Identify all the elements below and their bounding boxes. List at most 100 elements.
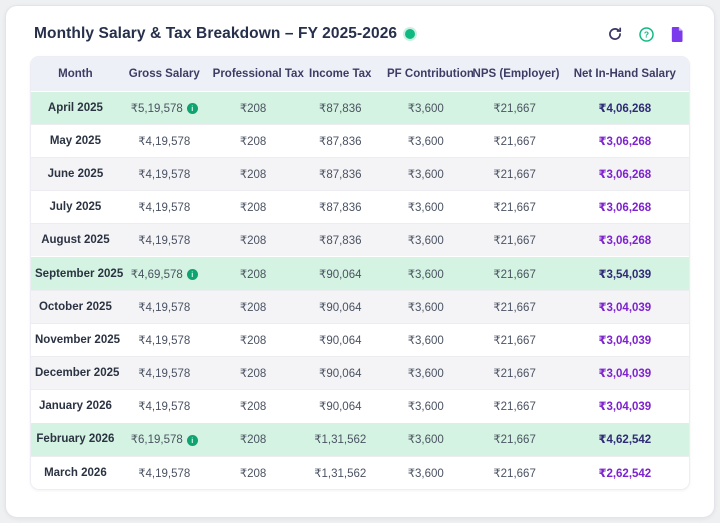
cell-gross: ₹4,19,578 [119,322,209,357]
table-row-january-2026: January 2026 ₹4,19,578 ₹208 ₹90,064 ₹3,600 ₹2… [31,389,689,423]
cell-professional-tax: ₹208 [208,422,298,457]
column-header-month: Month [31,57,120,91]
cell-nps: ₹21,667 [468,190,561,224]
cell-net: ₹3,04,039 [560,355,689,390]
cell-nps: ₹21,667 [468,355,561,390]
column-header-net-in-hand-salary: Net In-Hand Salary [560,57,689,91]
cell-gross: ₹4,19,578 [119,190,209,224]
table-row-december-2025: December 2025 ₹4,19,578 ₹208 ₹90,064 ₹3,600 ₹… [31,355,689,390]
cell-income-tax: ₹90,064 [297,389,384,423]
cell-net: ₹3,06,268 [560,190,689,224]
cell-professional-tax: ₹208 [208,223,298,257]
help-button[interactable]: ? [637,25,655,43]
cell-net: ₹4,62,542 [560,422,689,457]
table-row-june-2025: June 2025 ₹4,19,578 ₹208 ₹87,836 ₹3,600 ₹21,6… [31,156,689,191]
cell-net: ₹2,62,542 [560,455,689,490]
column-header-professional-tax: Professional Tax [208,57,304,91]
cell-net: ₹3,54,039 [560,256,689,291]
cell-income-tax: ₹90,064 [297,355,384,390]
cell-gross: ₹4,19,578 [119,389,209,423]
refresh-button[interactable] [606,25,624,43]
cell-professional-tax: ₹208 [208,256,298,291]
export-document-button[interactable] [668,25,686,43]
cell-professional-tax: ₹208 [208,389,298,423]
cell-professional-tax: ₹208 [208,355,298,390]
cell-month: August 2025 [31,223,120,257]
cell-nps: ₹21,667 [468,289,561,324]
cell-month: February 2026 [31,422,120,457]
cell-professional-tax: ₹208 [208,322,298,357]
cell-nps: ₹21,667 [468,422,561,457]
column-header-income-tax: Income Tax [297,57,384,91]
table-row-may-2025: May 2025 ₹4,19,578 ₹208 ₹87,836 ₹3,600 ₹21,66… [31,123,689,158]
cell-pf: ₹3,600 [383,156,469,191]
cell-pf: ₹3,600 [383,289,469,324]
column-header-gross-salary: Gross Salary [119,57,209,91]
refresh-icon [609,27,622,40]
gross-salary-value: ₹6,19,578 [130,434,183,447]
table-row-september-2025: September 2025 ₹4,69,578 i ₹208 ₹90,064 ₹3,60… [31,256,689,291]
cell-nps: ₹21,667 [468,455,561,490]
cell-nps: ₹21,667 [468,90,561,125]
cell-income-tax: ₹90,064 [297,256,384,291]
table-row-march-2026: March 2026 ₹4,19,578 ₹208 ₹1,31,562 ₹3,600 ₹2… [31,455,689,490]
cell-net: ₹4,06,268 [560,90,689,125]
cell-gross: ₹4,19,578 [119,156,209,191]
table-header-row: Month Gross Salary Professional Tax Income … [31,57,689,91]
info-icon[interactable]: i [186,103,198,115]
cell-pf: ₹3,600 [383,389,469,423]
table-row-february-2026: February 2026 ₹6,19,578 i ₹208 ₹1,31,562 ₹3,6… [31,422,689,457]
cell-month: December 2025 [31,355,120,390]
info-icon[interactable]: i [186,269,198,280]
cell-pf: ₹3,600 [383,455,469,490]
cell-month: September 2025 [31,256,123,291]
table-row-october-2025: October 2025 ₹4,19,578 ₹208 ₹90,064 ₹3,600 ₹2… [31,289,689,324]
cell-pf: ₹3,600 [383,190,469,224]
document-icon [671,27,682,42]
svg-text:?: ? [643,29,648,39]
cell-nps: ₹21,667 [468,156,561,191]
cell-pf: ₹3,600 [383,223,469,257]
cell-net: ₹3,06,268 [560,223,689,257]
cell-income-tax: ₹90,064 [297,289,384,324]
cell-pf: ₹3,600 [383,123,469,158]
table-row-november-2025: November 2025 ₹4,19,578 ₹208 ₹90,064 ₹3,600 ₹… [31,322,689,357]
cell-professional-tax: ₹208 [208,123,298,158]
cell-gross: ₹6,19,578 i [119,422,209,457]
column-header-pf-contribution: PF Contribution [383,57,474,91]
cell-income-tax: ₹90,064 [297,322,384,357]
cell-gross: ₹4,19,578 [119,289,209,324]
cell-month: April 2025 [31,90,120,125]
cell-professional-tax: ₹208 [208,156,298,191]
cell-net: ₹3,04,039 [560,322,689,357]
cell-pf: ₹3,600 [383,322,469,357]
column-header-nps-employer: NPS (Employer) [468,57,561,91]
salary-table: Month Gross Salary Professional Tax Income … [30,56,690,491]
cell-income-tax: ₹87,836 [297,123,384,158]
page-title: Monthly Salary & Tax Breakdown – FY 2025… [34,25,398,42]
cell-month: November 2025 [31,322,120,357]
cell-month: May 2025 [31,123,120,158]
cell-professional-tax: ₹208 [208,289,298,324]
cell-nps: ₹21,667 [468,389,561,423]
cell-net: ₹3,06,268 [560,123,689,158]
card-header: Monthly Salary & Tax Breakdown – FY 2025… [30,23,690,56]
cell-income-tax: ₹87,836 [297,223,384,257]
table-body: April 2025 ₹5,19,578 i ₹208 ₹87,836 ₹3,600 ₹21… [31,90,689,490]
cell-nps: ₹21,667 [468,256,561,291]
cell-income-tax: ₹87,836 [297,190,384,224]
cell-nps: ₹21,667 [468,223,561,257]
cell-gross: ₹4,69,578 i [119,256,209,291]
cell-month: June 2025 [31,156,120,191]
cell-professional-tax: ₹208 [208,190,298,224]
gross-salary-value: ₹5,19,578 [130,102,183,115]
cell-gross: ₹5,19,578 i [119,90,209,125]
table-header: Month Gross Salary Professional Tax Income … [31,57,689,91]
cell-pf: ₹3,600 [383,422,469,457]
info-icon[interactable]: i [186,434,198,446]
salary-breakdown-card: Monthly Salary & Tax Breakdown – FY 2025… [5,5,715,518]
table-row-july-2025: July 2025 ₹4,19,578 ₹208 ₹87,836 ₹3,600 ₹21,6… [31,190,689,224]
cell-net: ₹3,04,039 [560,289,689,324]
cell-pf: ₹3,600 [383,90,469,125]
title-wrap: Monthly Salary & Tax Breakdown – FY 2025… [34,25,416,43]
